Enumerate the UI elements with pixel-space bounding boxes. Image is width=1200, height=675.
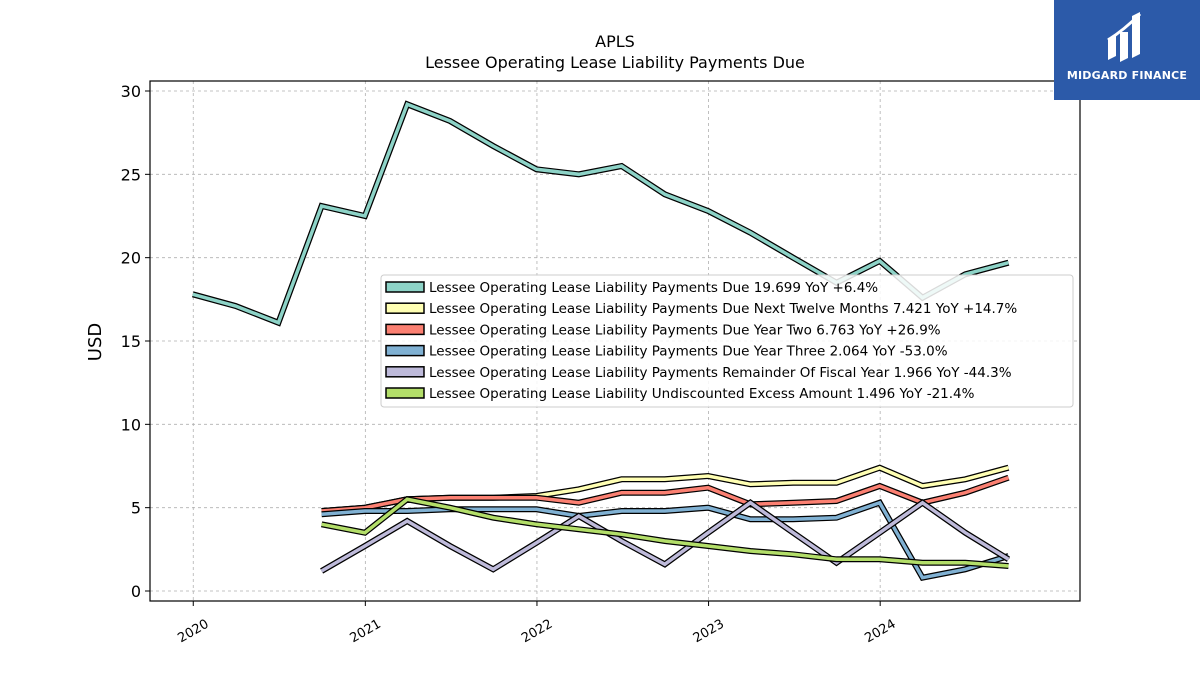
chart-subtitle: Lessee Operating Lease Liability Payment…	[425, 53, 805, 72]
legend-label: Lessee Operating Lease Liability Payment…	[429, 365, 1012, 381]
legend-swatch	[385, 302, 425, 314]
legend-label: Lessee Operating Lease Liability Payment…	[429, 301, 1017, 317]
legend-label: Lessee Operating Lease Liability Payment…	[429, 344, 948, 360]
y-axis-ticks: 0 5 10 15 20 25 30	[121, 82, 150, 601]
series-line	[321, 476, 1010, 513]
legend-label: Lessee Operating Lease Liability Undisco…	[429, 386, 975, 402]
legend-swatch	[385, 323, 425, 336]
legend-swatch	[385, 344, 425, 357]
series-line	[321, 497, 1009, 568]
plot-frame	[149, 80, 1081, 602]
series-0	[192, 100, 1010, 327]
series-line	[192, 102, 1009, 325]
legend-label: Lessee Operating Lease Liability Payment…	[429, 280, 878, 296]
logo-mark-icon	[1107, 12, 1142, 62]
legend-box	[380, 274, 1074, 408]
legend-swatch	[385, 387, 425, 399]
midgard-finance-logo: MIDGARD FINANCE	[1054, 0, 1200, 100]
x-tick-label: 2023	[691, 617, 727, 647]
legend-swatch	[385, 281, 425, 293]
series-4	[320, 499, 1011, 574]
legend: Lessee Operating Lease Liability Payment…	[380, 274, 1074, 408]
x-tick-label: 2024	[862, 617, 898, 647]
y-tick-label: 25	[121, 165, 141, 184]
chart-title: APLS	[595, 32, 635, 51]
y-tick-label: 30	[121, 82, 141, 101]
series-5	[321, 496, 1009, 569]
x-tick-label: 2020	[175, 617, 211, 647]
legend-swatch	[385, 366, 425, 378]
y-axis-label: USD	[85, 323, 106, 361]
y-tick-label: 5	[131, 499, 141, 518]
series-3	[321, 499, 1010, 582]
y-tick-label: 0	[131, 582, 141, 601]
series-lines	[192, 100, 1011, 582]
series-2	[321, 474, 1010, 514]
legend-label: Lessee Operating Lease Liability Payment…	[429, 322, 941, 338]
logo-text: MIDGARD FINANCE	[1066, 69, 1188, 82]
y-tick-label: 20	[121, 249, 141, 268]
series-line	[320, 500, 1010, 573]
x-axis-ticks: 2020 2021 2022 2023 2024	[175, 601, 899, 647]
y-tick-label: 10	[121, 415, 141, 434]
x-tick-label: 2021	[348, 617, 384, 647]
series-line	[321, 500, 1010, 580]
x-tick-label: 2022	[519, 617, 555, 647]
y-tick-label: 15	[121, 332, 141, 351]
